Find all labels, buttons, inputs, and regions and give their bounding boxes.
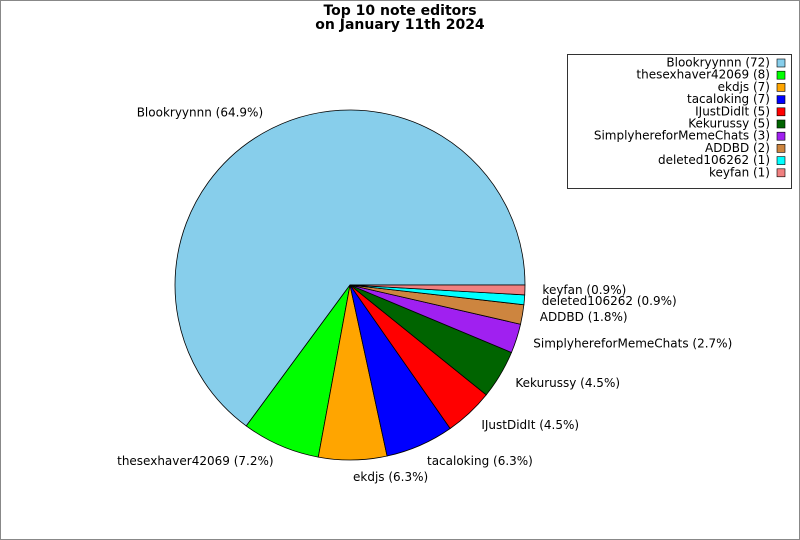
legend-label: IJustDidIt (5) (695, 104, 770, 118)
slice-label: SimplyhereforMemeChats (2.7%) (533, 336, 732, 350)
legend-swatch (776, 70, 786, 80)
legend-swatch (776, 58, 786, 68)
legend-swatch (776, 83, 786, 92)
legend-box (567, 54, 792, 189)
legend-label: ekdjs (7) (718, 80, 770, 94)
legend-label: ADDBD (2) (705, 141, 770, 155)
legend-label: Kekurussy (5) (688, 117, 770, 131)
slice-label: ADDBD (1.8%) (540, 310, 628, 324)
slice-label: tacaloking (6.3%) (427, 454, 533, 468)
legend-swatch (776, 119, 786, 129)
legend-swatch (776, 144, 786, 153)
slice-label: deleted106262 (0.9%) (542, 294, 677, 308)
legend-swatch (776, 156, 786, 165)
legend-label: deleted106262 (1) (658, 153, 770, 167)
slice-label: keyfan (0.9%) (542, 283, 626, 297)
chart-subtitle: on January 11th 2024 (315, 17, 485, 33)
slice-label: Kekurussy (4.5%) (515, 376, 620, 390)
legend-label: tacaloking (7) (687, 92, 770, 106)
legend-swatch (776, 95, 786, 104)
legend-label: Blookryynnn (72) (666, 56, 770, 70)
slice-label: thesexhaver42069 (7.2%) (117, 454, 273, 468)
legend-label: thesexhaver42069 (8) (636, 68, 770, 82)
slice-label: IJustDidIt (4.5%) (481, 418, 579, 432)
legend-swatch (776, 168, 786, 178)
legend-swatch (776, 107, 786, 117)
slice-label: Blookryynnn (64.9%) (137, 106, 263, 120)
pie-slice (174, 109, 526, 427)
pie-slice (349, 284, 526, 296)
legend-label: keyfan (1) (709, 165, 770, 179)
slice-label: ekdjs (6.3%) (353, 470, 428, 484)
legend-label: SimplyhereforMemeChats (3) (594, 129, 770, 143)
legend-swatch (776, 131, 786, 141)
chart-title: Top 10 note editors (323, 3, 476, 19)
